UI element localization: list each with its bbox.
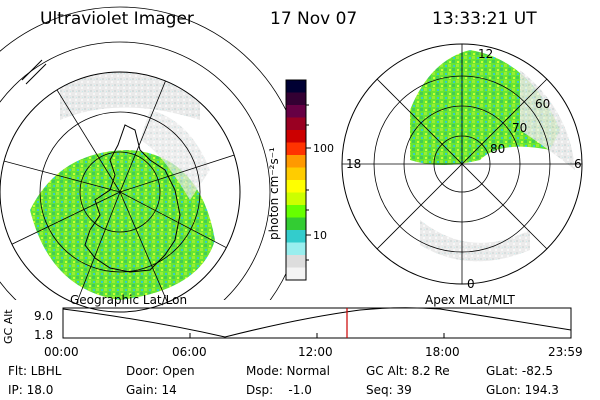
colorbar-swatch xyxy=(286,267,306,281)
altitude-plot: GC Alt 9.0 1.8 00:00 06:00 12:00 18:00 2… xyxy=(2,307,583,359)
altitude-ytick-high: 9.0 xyxy=(34,309,53,323)
colorbar-swatch xyxy=(286,242,306,256)
colorbar-unit-label: photon cm⁻²s⁻¹ xyxy=(267,147,281,240)
colorbar-swatch xyxy=(286,130,306,143)
colorbar-swatch xyxy=(286,142,306,156)
info-flt: Flt: LBHL xyxy=(8,364,62,378)
orientation-icon xyxy=(21,59,47,85)
info-seq: Seq: 39 xyxy=(366,383,412,397)
mlat-label-70: 70 xyxy=(512,121,527,135)
info-gain: Gain: 14 xyxy=(126,383,177,397)
mlat-label-60: 60 xyxy=(535,97,550,111)
info-dsp: Dsp: -1.0 xyxy=(246,383,312,397)
info-glon: GLon: 194.3 xyxy=(486,383,559,397)
colorbar-swatch xyxy=(286,230,306,243)
altitude-xtick-0: 00:00 xyxy=(44,345,79,359)
mlt-label-6: 6 xyxy=(574,157,582,171)
instrument-title: Ultraviolet Imager xyxy=(40,9,194,29)
colorbar-swatch xyxy=(286,80,306,93)
info-ip: IP: 18.0 xyxy=(8,383,53,397)
colorbar: 100 10 photon cm⁻²s⁻¹ xyxy=(267,79,334,281)
colorbar-swatch xyxy=(286,192,306,206)
colorbar-swatch xyxy=(286,255,306,268)
colorbar-swatch xyxy=(286,92,306,106)
altitude-ylabel: GC Alt xyxy=(2,309,15,344)
info-gc-alt: GC Alt: 8.2 Re xyxy=(366,364,450,378)
altitude-xtick-2: 12:00 xyxy=(298,345,333,359)
colorbar-swatch xyxy=(286,217,306,231)
header: Ultraviolet Imager 17 Nov 07 13:33:21 UT xyxy=(40,9,537,29)
colorbar-swatch xyxy=(286,105,306,118)
colorbar-swatch xyxy=(286,117,306,131)
altitude-curve xyxy=(62,307,572,338)
colorbar-tick-10: 10 xyxy=(313,229,327,242)
altitude-xtick-4: 23:59 xyxy=(548,345,583,359)
geographic-map xyxy=(0,6,306,313)
info-block: Flt: LBHL IP: 18.0 Door: Open Gain: 14 M… xyxy=(8,364,559,397)
magnetic-map: 12 0 18 6 60 70 80 xyxy=(341,43,583,291)
colorbar-tick-100: 100 xyxy=(313,142,334,155)
info-glat: GLat: -82.5 xyxy=(486,364,553,378)
info-door: Door: Open xyxy=(126,364,195,378)
mlat-label-80: 80 xyxy=(490,142,505,156)
info-mode: Mode: Normal xyxy=(246,364,330,378)
time-label: 13:33:21 UT xyxy=(432,9,537,29)
colorbar-swatch xyxy=(286,180,306,193)
altitude-xtick-3: 18:00 xyxy=(425,345,460,359)
left-panel-label: Geographic Lat/Lon xyxy=(70,293,187,307)
date-label: 17 Nov 07 xyxy=(270,9,357,29)
colorbar-swatch xyxy=(286,167,306,181)
right-panel-label: Apex MLat/MLT xyxy=(425,293,515,307)
mlt-label-12: 12 xyxy=(478,47,493,61)
mlt-label-18: 18 xyxy=(346,157,361,171)
colorbar-swatch xyxy=(286,155,306,168)
altitude-ytick-low: 1.8 xyxy=(34,328,53,342)
colorbar-swatches xyxy=(286,80,306,281)
altitude-xtick-1: 06:00 xyxy=(172,345,207,359)
mlt-label-0: 0 xyxy=(467,277,475,291)
colorbar-swatch xyxy=(286,205,306,218)
coastline xyxy=(84,124,181,273)
